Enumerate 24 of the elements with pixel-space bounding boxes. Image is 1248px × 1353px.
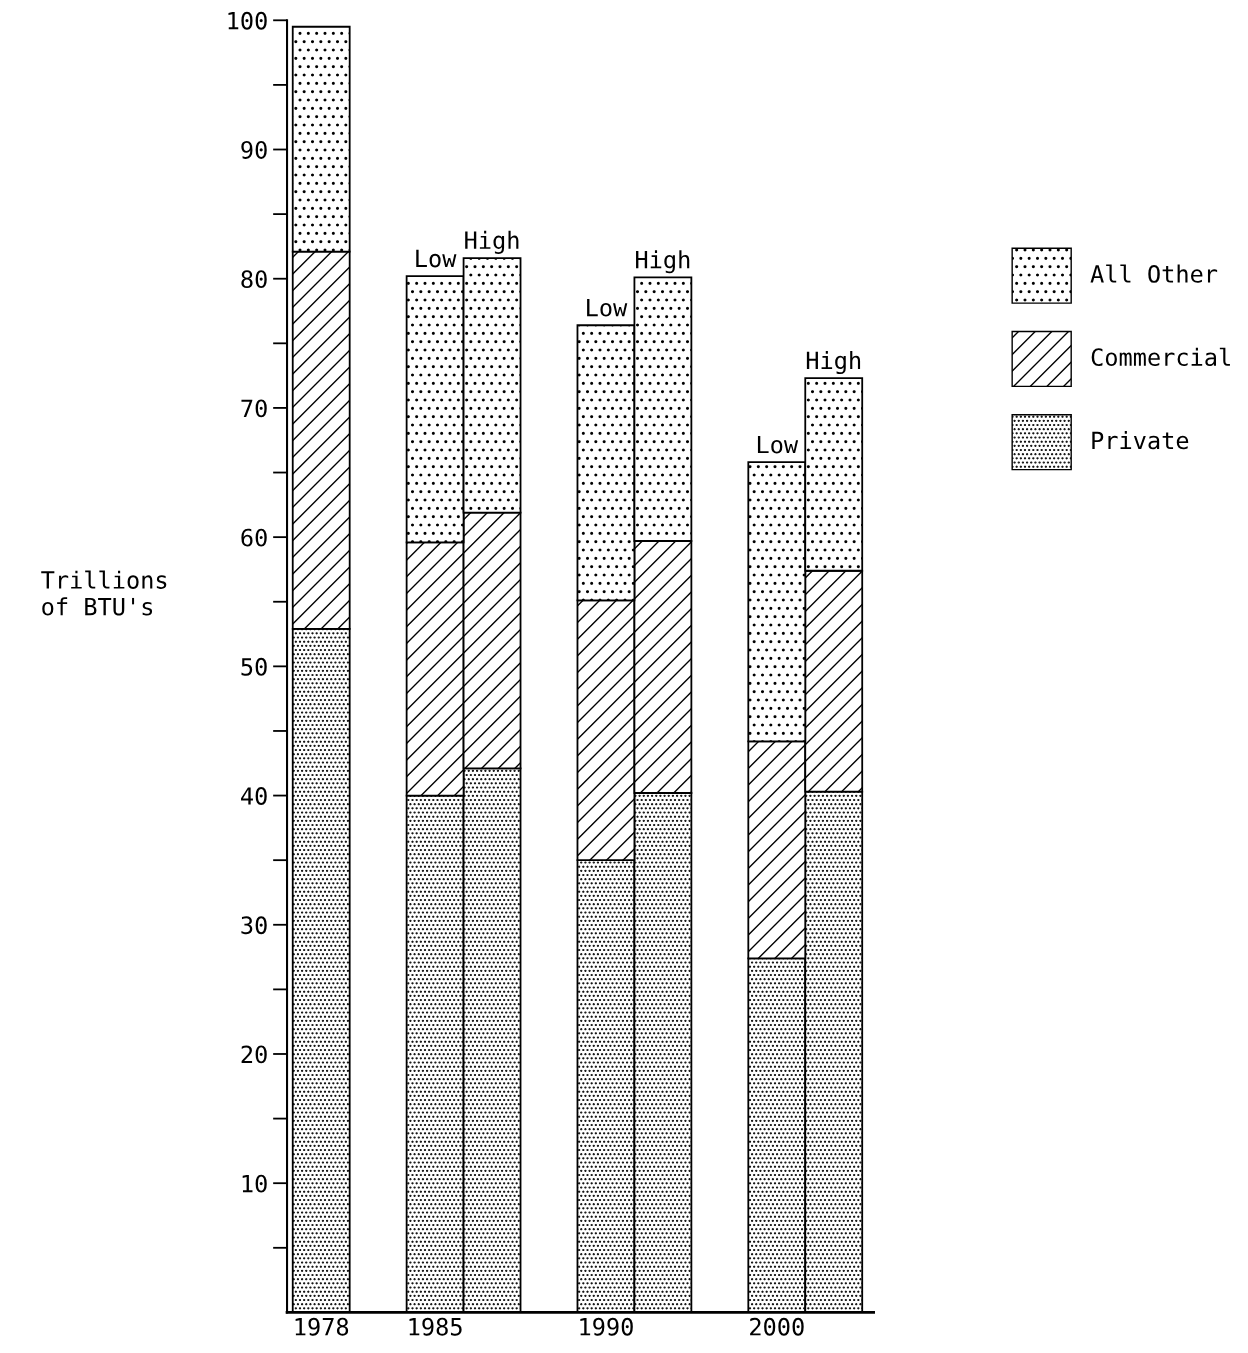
legend-label: Private — [1092, 431, 1189, 450]
y-tick-label: 80 — [241, 270, 267, 289]
y-tick-label: 60 — [241, 528, 267, 547]
data-label: High — [806, 351, 861, 375]
y-tick-label: 50 — [241, 657, 267, 676]
legend-label: Commercial — [1091, 347, 1230, 367]
x-tick-label: 1985 — [409, 1317, 462, 1336]
y-tick-label: 40 — [241, 787, 267, 805]
data-label: Low — [587, 298, 628, 317]
x-tick-label: 2000 — [750, 1317, 804, 1336]
y-tick-label: 70 — [241, 399, 267, 418]
y-tick-label: 100 — [228, 11, 267, 30]
x-tick-label: 1990 — [580, 1317, 633, 1336]
data-label: Low — [757, 435, 799, 454]
y-axis-title: Trillions of BTU's — [41, 570, 167, 616]
data-label: High — [636, 250, 690, 274]
x-tick-label: 1978 — [295, 1317, 349, 1336]
y-tick-label: 10 — [242, 1174, 267, 1193]
legend-label: All Other — [1090, 264, 1218, 283]
y-tick-label: 20 — [241, 1045, 267, 1064]
data-label: Low — [416, 249, 457, 268]
y-tick-label: 90 — [241, 141, 267, 159]
y-tick-label: 30 — [241, 916, 267, 935]
data-label: High — [465, 230, 519, 254]
